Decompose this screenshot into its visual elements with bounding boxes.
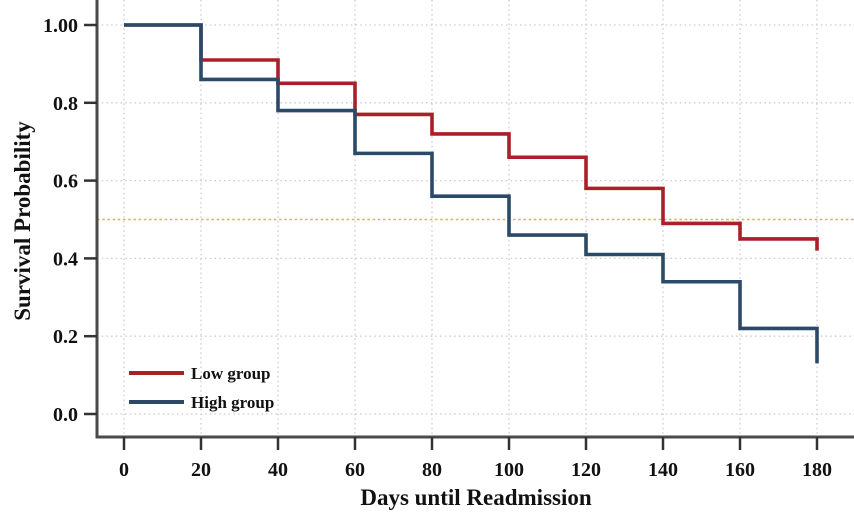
x-tick-label: 80 — [422, 459, 442, 481]
y-tick-label: 0.8 — [53, 93, 78, 115]
y-tick-label: 0.4 — [53, 248, 78, 270]
survival-curve-low-group — [124, 23, 819, 251]
x-tick-label: 40 — [268, 459, 288, 481]
y-tick-label: 0.6 — [53, 171, 78, 193]
legend-label-low-group: Low group — [191, 364, 271, 383]
grid-layer — [97, 0, 854, 437]
axes-layer — [84, 0, 854, 450]
legend-swatch-layer — [129, 371, 184, 404]
y-tick-label: 0.0 — [53, 404, 78, 426]
survival-curve-high-group — [124, 23, 819, 364]
y-tick-label: 1.00 — [43, 15, 78, 37]
x-tick-label: 60 — [345, 459, 365, 481]
y-tick-label: 0.2 — [53, 326, 78, 348]
x-tick-label: 180 — [802, 459, 832, 481]
x-tick-label: 0 — [119, 459, 129, 481]
legend-label-high-group: High group — [191, 393, 274, 412]
x-axis-title: Days until Readmission — [360, 485, 592, 510]
tick-label-layer: 0 20 40 60 80 100 120 140 160 180 0.0 0.2 0.4 0.6 0.8 1… — [43, 15, 832, 481]
series-layer — [124, 23, 819, 364]
x-tick-label: 100 — [494, 459, 524, 481]
x-tick-label: 140 — [648, 459, 678, 481]
x-tick-label: 120 — [571, 459, 601, 481]
x-tick-label: 20 — [191, 459, 211, 481]
y-axis-title: Survival Probability — [10, 121, 35, 321]
x-tick-label: 160 — [725, 459, 755, 481]
